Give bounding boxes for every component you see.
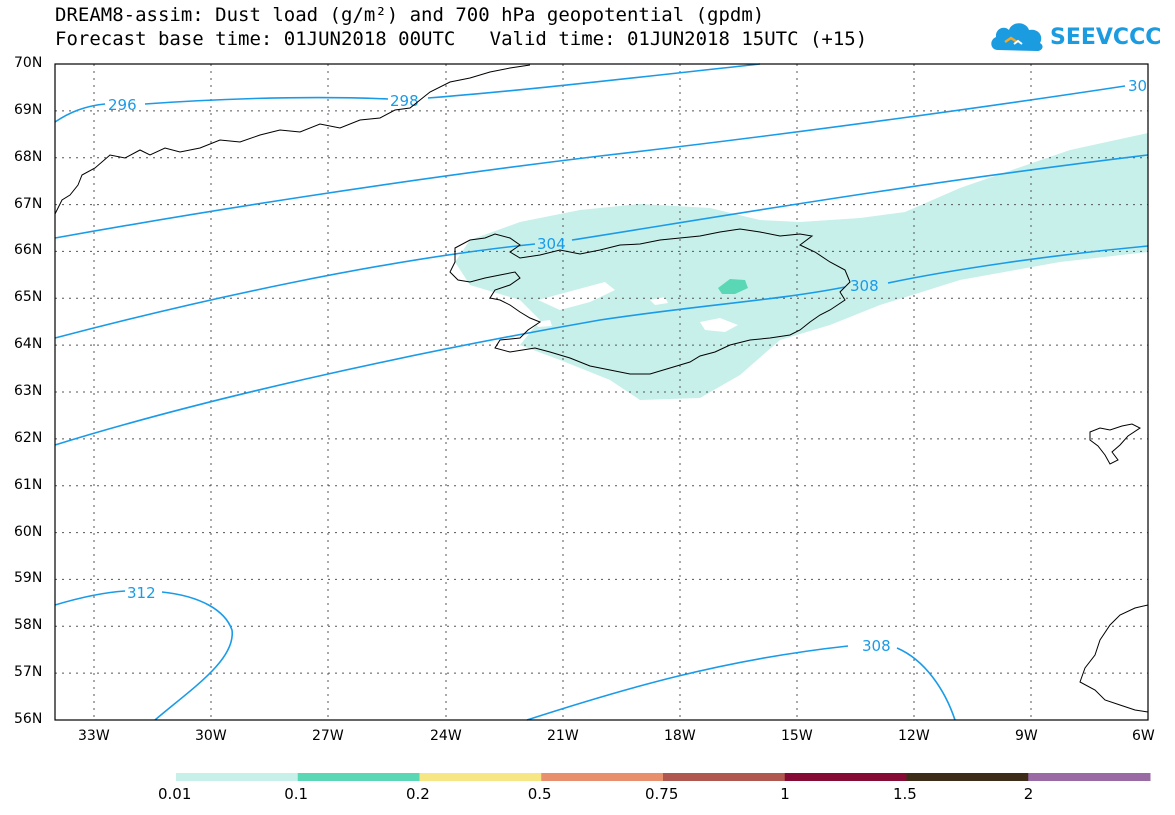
latitude-label: 57N: [14, 664, 43, 681]
colorbar-swatch: [419, 773, 542, 781]
latitude-label: 65N: [14, 289, 43, 306]
dust-area-mid: [718, 279, 748, 294]
seevccc-logo: SEEVCCC: [988, 18, 1161, 56]
longitude-label: 27W: [312, 728, 344, 744]
latitude-label: 64N: [14, 336, 43, 353]
colorbar-label: 0.75: [645, 785, 679, 803]
latitude-label: 61N: [14, 476, 43, 493]
scotland-coast: [1079, 604, 1149, 713]
longitude-label: 6W: [1132, 728, 1155, 744]
longitude-label: 15W: [781, 728, 813, 744]
longitude-label: 18W: [664, 728, 696, 744]
latitude-label: 59N: [14, 570, 43, 587]
latitude-label: 62N: [14, 429, 43, 446]
latitude-label: 67N: [14, 195, 43, 212]
map-title: DREAM8-assim: Dust load (g/m²) and 700 h…: [55, 4, 765, 26]
longitude-label: 21W: [547, 728, 579, 744]
contour-labels: 296 298 30 304 308 312 308: [108, 77, 1147, 655]
map-subtitle: Forecast base time: 01JUN2018 00UTC Vali…: [55, 28, 868, 50]
contour-label: 304: [537, 235, 566, 253]
colorbar-swatch: [176, 773, 299, 781]
cloud-icon: [991, 23, 1043, 51]
map-frame: [54, 63, 1149, 721]
dust-hole-2: [650, 297, 668, 305]
contour-label: 298: [390, 92, 419, 110]
longitude-label: 30W: [195, 728, 227, 744]
colorbar-swatch: [663, 773, 786, 781]
iceland-coast: [449, 228, 851, 375]
colorbar-swatch: [541, 773, 664, 781]
colorbar-swatch: [1028, 773, 1151, 781]
dust-hole-3: [700, 318, 738, 332]
latitude-label: 60N: [14, 523, 43, 540]
contour-label: 312: [127, 584, 156, 602]
latitude-label: 68N: [14, 148, 43, 165]
greenland-coast: [54, 64, 531, 215]
coastlines: [54, 64, 1149, 713]
colorbar-swatch: [906, 773, 1029, 781]
contour-296-298: [54, 63, 761, 123]
colorbar-label: 0.1: [284, 785, 309, 803]
colorbar-label: 2: [1023, 785, 1034, 803]
longitude-label: 9W: [1015, 728, 1038, 744]
latitude-label: 56N: [14, 711, 43, 727]
latitude-label: 70N: [14, 55, 43, 71]
colorbar-label: 0.2: [406, 785, 430, 803]
contour-312: [54, 590, 233, 721]
colorbar-swatch: [297, 773, 420, 781]
colorbar-label: 0.5: [527, 785, 552, 803]
faroe-coast: [1089, 423, 1141, 465]
dust-area-light: [455, 133, 1148, 400]
contour-304: [54, 154, 1149, 339]
contour-label: 308: [850, 277, 879, 295]
dust-layer: [455, 133, 1148, 400]
colorbar-label: 1.5: [893, 785, 917, 803]
graticule: [55, 64, 1148, 720]
contour-label: 30: [1128, 77, 1147, 95]
colorbar-swatch: [784, 773, 907, 781]
latitude-label: 69N: [14, 101, 43, 118]
latitude-label: 58N: [14, 617, 43, 634]
latitude-label: 66N: [14, 242, 43, 259]
contour-308-south: [526, 645, 956, 721]
dust-hole-1: [538, 282, 615, 310]
contour-300: [54, 85, 1126, 239]
latitude-label: 63N: [14, 383, 43, 399]
colorbar-label: 1: [780, 785, 790, 803]
longitude-label: 12W: [898, 728, 930, 744]
logo-text: SEEVCCC: [1050, 24, 1162, 50]
colorbar-label: 0.01: [158, 785, 192, 803]
longitude-label: 24W: [430, 728, 462, 744]
colorbar: [176, 773, 1151, 781]
contour-label: 308: [862, 637, 891, 655]
contour-label: 296: [108, 96, 137, 114]
longitude-label: 33W: [78, 728, 110, 744]
